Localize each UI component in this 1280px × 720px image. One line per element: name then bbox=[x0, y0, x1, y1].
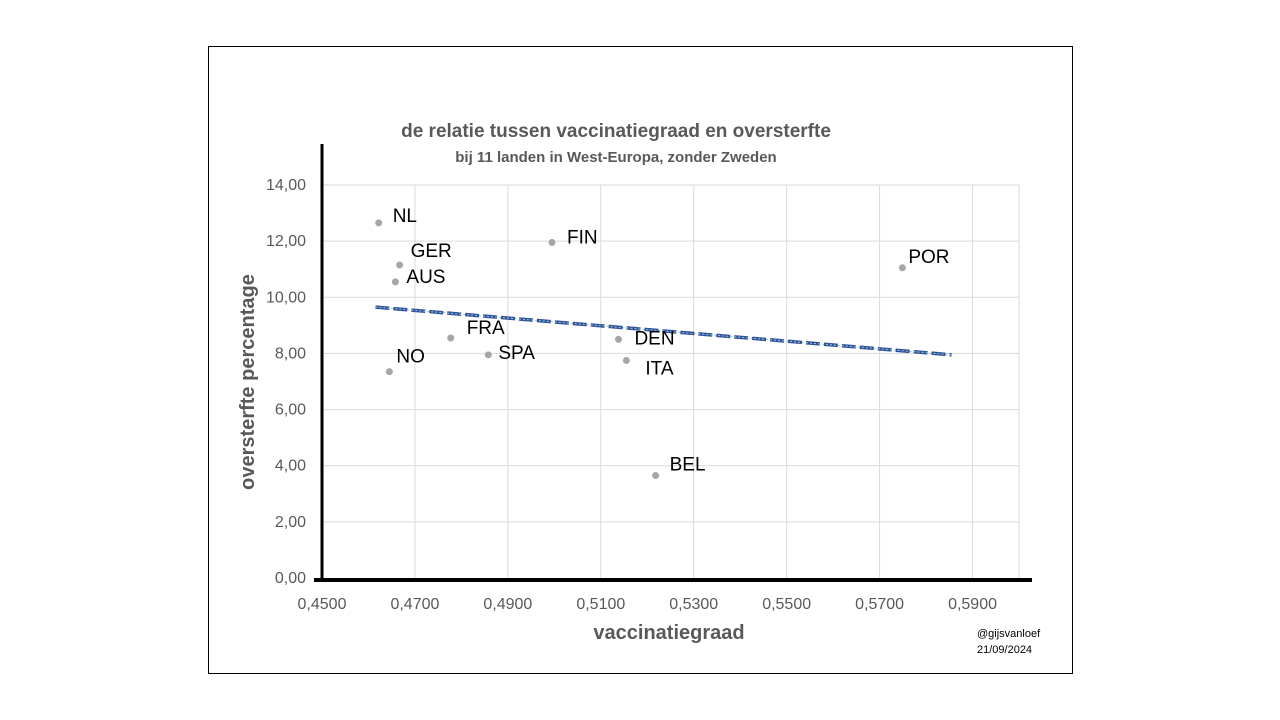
point-label-den: DEN bbox=[634, 328, 674, 349]
y-tick-label: 14,00 bbox=[266, 177, 306, 194]
data-point-spa bbox=[484, 351, 492, 359]
credit-date: 21/09/2024 bbox=[977, 644, 1032, 656]
data-point-nl bbox=[375, 219, 383, 227]
data-point-ita bbox=[622, 356, 630, 364]
x-tick-label: 0,4500 bbox=[298, 596, 347, 613]
data-point-ger bbox=[396, 261, 404, 269]
x-axis-title: vaccinatiegraad bbox=[593, 622, 744, 644]
x-tick-label: 0,5900 bbox=[948, 596, 997, 613]
point-label-bel: BEL bbox=[670, 455, 706, 476]
x-tick-label: 0,4900 bbox=[483, 596, 532, 613]
data-point-fin bbox=[548, 239, 556, 247]
chart-title: de relatie tussen vaccinatiegraad en ove… bbox=[401, 121, 831, 142]
point-label-fra: FRA bbox=[467, 318, 505, 339]
x-tick-label: 0,5300 bbox=[669, 596, 718, 613]
data-point-no bbox=[385, 368, 393, 376]
data-point-bel bbox=[652, 472, 660, 480]
y-tick-label: 4,00 bbox=[275, 458, 306, 475]
y-tick-label: 0,00 bbox=[275, 570, 306, 587]
chart-subtitle: bij 11 landen in West-Europa, zonder Zwe… bbox=[455, 149, 776, 166]
x-tick-label: 0,5500 bbox=[762, 596, 811, 613]
point-label-nl: NL bbox=[393, 206, 417, 227]
point-label-aus: AUS bbox=[406, 267, 445, 288]
x-tick-label: 0,5700 bbox=[855, 596, 904, 613]
point-label-spa: SPA bbox=[498, 343, 535, 364]
y-axis-title: oversterfte percentage bbox=[237, 274, 259, 490]
data-point-den bbox=[614, 335, 622, 343]
y-tick-label: 12,00 bbox=[266, 233, 306, 250]
point-label-ita: ITA bbox=[645, 358, 673, 379]
y-tick-label: 6,00 bbox=[275, 402, 306, 419]
data-point-aus bbox=[391, 278, 399, 286]
point-label-no: NO bbox=[396, 347, 425, 368]
x-tick-label: 0,5100 bbox=[576, 596, 625, 613]
data-point-fra bbox=[447, 334, 455, 342]
data-point-por bbox=[898, 264, 906, 272]
point-label-fin: FIN bbox=[567, 228, 598, 249]
chart: NL GER AUS FRA NO SPA FIN DEN ITA BEL POR 0,4500 0,… bbox=[237, 121, 1041, 656]
point-label-por: POR bbox=[908, 247, 949, 268]
y-tick-label: 8,00 bbox=[275, 345, 306, 362]
chart-frame: NL GER AUS FRA NO SPA FIN DEN ITA BEL POR 0,4500 0,… bbox=[208, 46, 1073, 674]
y-tick-label: 2,00 bbox=[275, 514, 306, 531]
point-label-ger: GER bbox=[411, 241, 452, 262]
trendline-inner bbox=[375, 306, 952, 356]
x-tick-label: 0,4700 bbox=[390, 596, 439, 613]
y-tick-label: 10,00 bbox=[266, 289, 306, 306]
credit-handle: @gijsvanloef bbox=[977, 628, 1041, 640]
